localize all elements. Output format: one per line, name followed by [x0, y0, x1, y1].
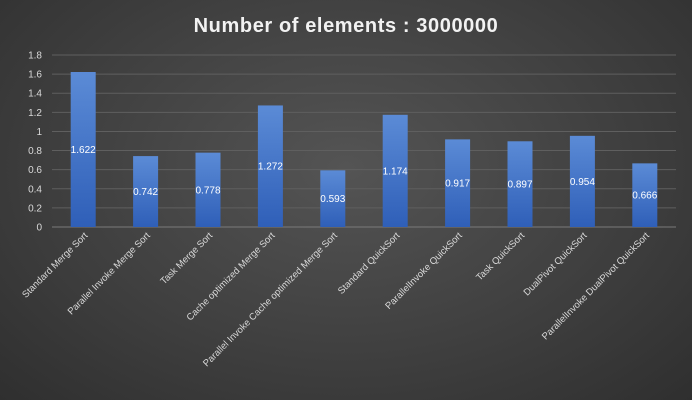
bar	[133, 156, 159, 227]
y-tick-label: 1	[36, 127, 42, 138]
bars	[70, 72, 658, 228]
bar	[195, 152, 221, 227]
y-tick-label: 1.8	[28, 51, 42, 62]
y-tick-label: 0.8	[28, 146, 42, 157]
category-label: DualPivot QuickSort	[522, 230, 590, 298]
data-label: 1.622	[71, 145, 96, 156]
y-tick-label: 0.4	[28, 184, 42, 195]
data-label: 1.174	[383, 166, 408, 177]
data-label: 0.593	[320, 194, 345, 205]
category-label: Standard QuickSort	[336, 230, 403, 297]
bar	[632, 163, 658, 227]
y-tick-label: 0.6	[28, 165, 42, 176]
bar	[445, 139, 471, 227]
data-labels: 1.622 0.742 0.778 1.272 0.593 1.174 0.917 0.897…	[71, 145, 658, 205]
y-tick-label: 1.2	[28, 108, 42, 119]
data-label: 0.742	[133, 187, 158, 198]
y-tick-label: 1.6	[28, 70, 42, 81]
bar	[382, 114, 408, 227]
data-label: 0.954	[570, 177, 595, 188]
category-label: ParallelInvoke DualPivot QuickSort	[540, 230, 652, 342]
category-label: Parallel Invoke Cache optimized Merge So…	[201, 230, 340, 369]
data-label: 1.272	[258, 162, 283, 173]
y-tick-label: 0.2	[28, 203, 42, 214]
data-label: 0.666	[632, 191, 657, 202]
bar	[70, 72, 96, 228]
y-tick-label: 1.4	[28, 89, 42, 100]
bar	[507, 141, 533, 227]
data-label: 0.897	[507, 180, 532, 191]
y-tick-label: 0	[36, 223, 42, 234]
bar	[320, 170, 346, 227]
y-axis-tick-labels: 0 0.2 0.4 0.6 0.8 1 1.2 1.4 1.6 1.8	[28, 51, 42, 234]
data-label: 0.917	[445, 179, 470, 190]
category-label: Task QuickSort	[474, 230, 527, 283]
chart-title: Number of elements : 3000000	[194, 15, 499, 37]
data-label: 0.778	[195, 185, 220, 196]
category-label: Task Merge Sort	[158, 230, 215, 287]
bar	[257, 105, 283, 227]
category-label: Standard Merge Sort	[20, 230, 90, 300]
bar	[569, 135, 595, 227]
